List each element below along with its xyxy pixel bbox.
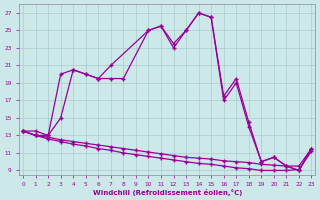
X-axis label: Windchill (Refroidissement éolien,°C): Windchill (Refroidissement éolien,°C): [92, 189, 242, 196]
